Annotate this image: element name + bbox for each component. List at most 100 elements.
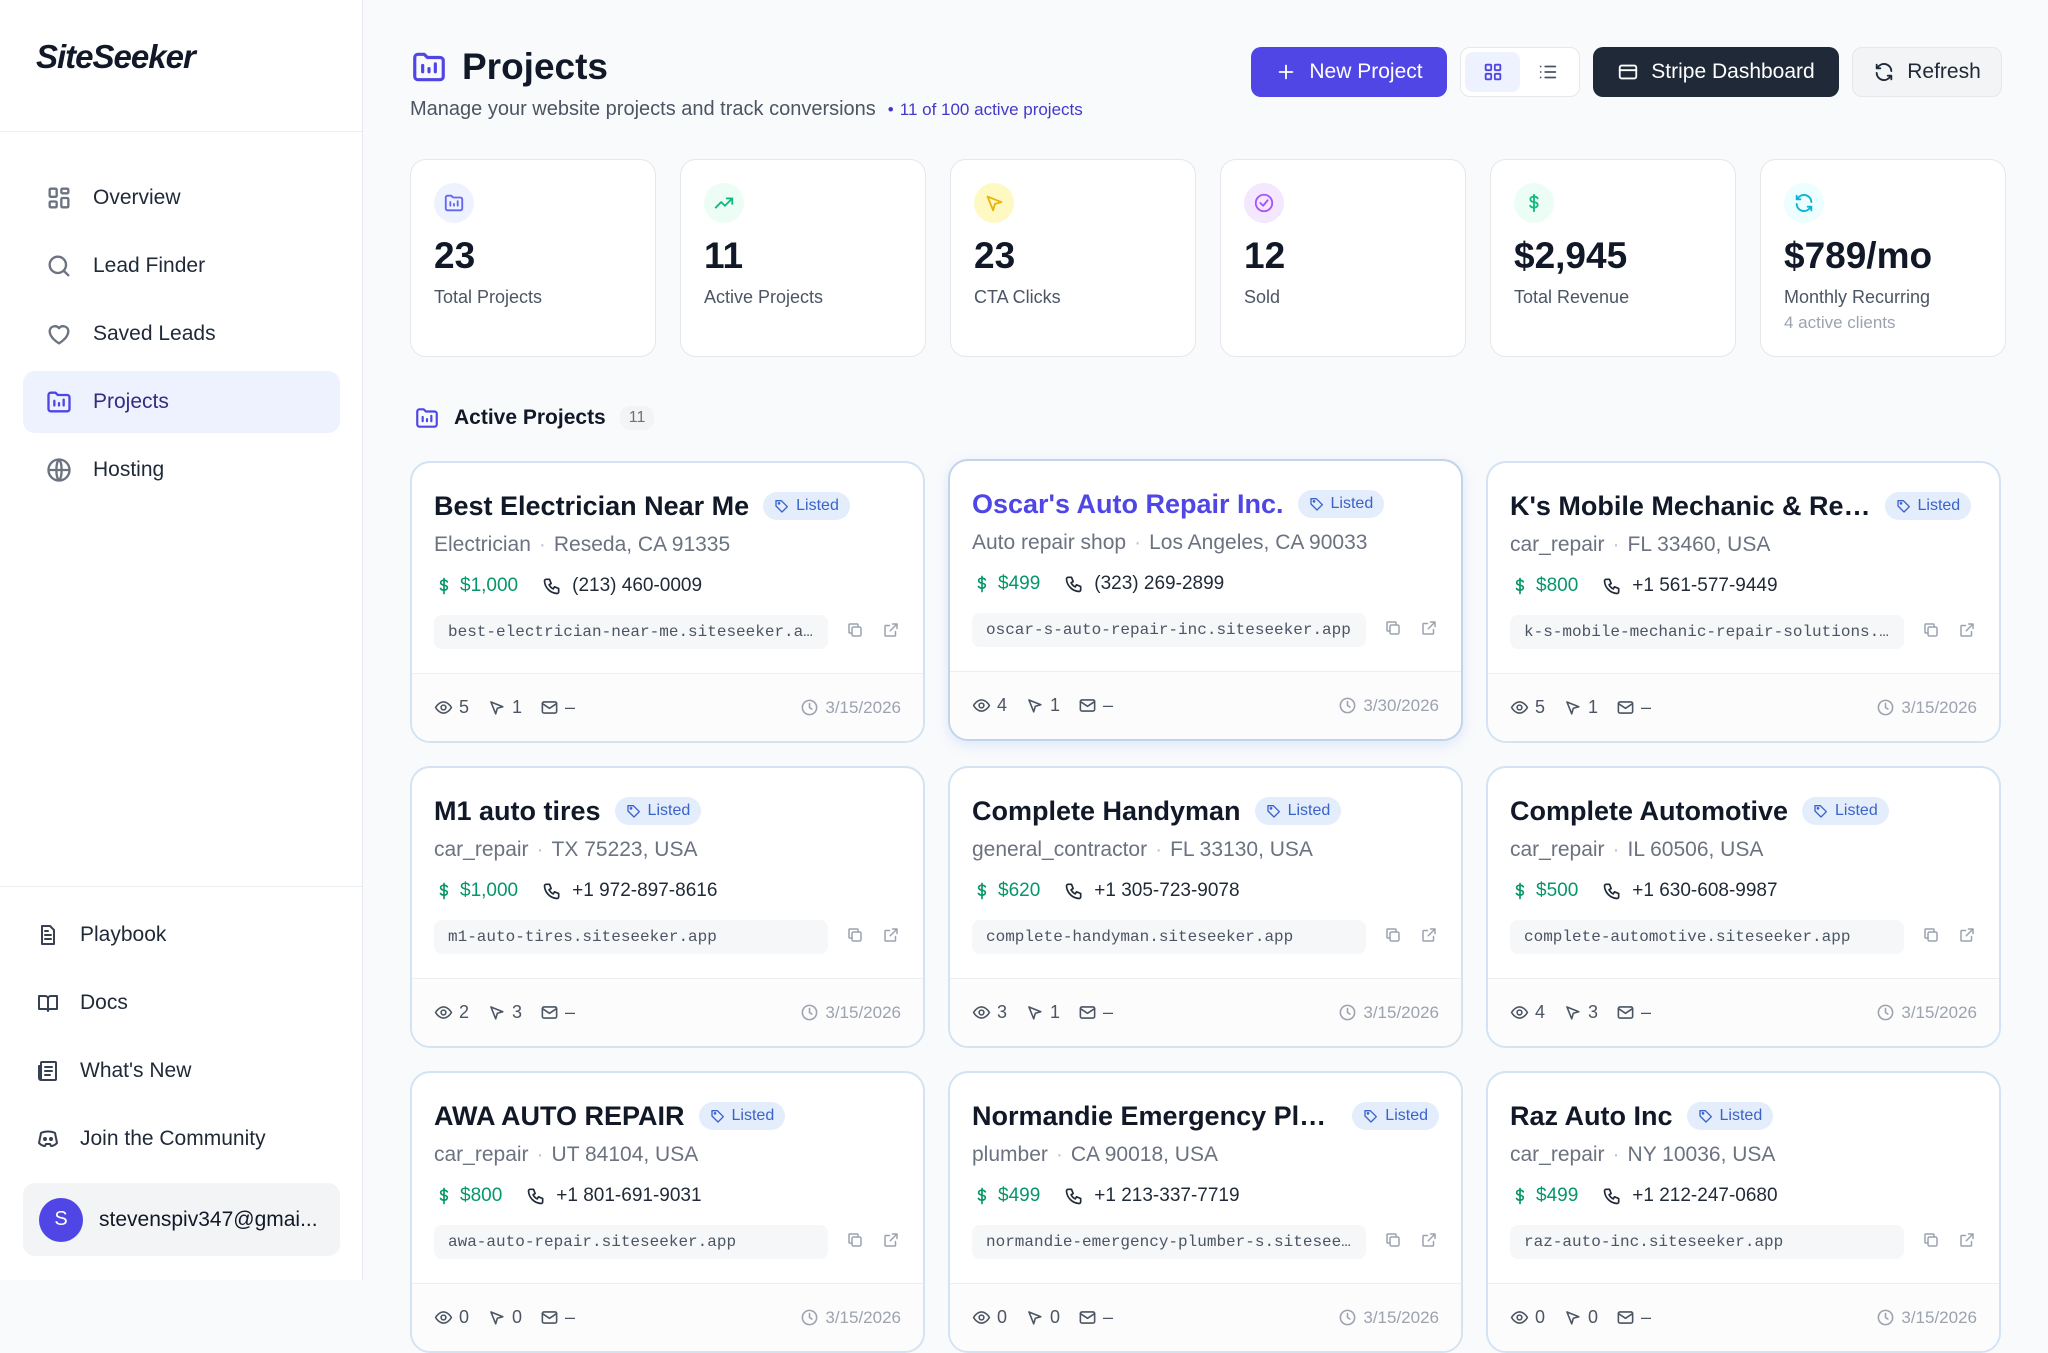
grid-view-button[interactable] — [1465, 52, 1520, 92]
stat-label: Total Revenue — [1514, 287, 1630, 307]
external-icon — [884, 622, 898, 637]
project-card[interactable]: Best Electrician Near Me Listed Electric… — [410, 461, 925, 743]
project-grid: Best Electrician Near Me Listed Electric… — [410, 459, 2001, 1353]
open-button[interactable] — [1958, 1231, 1976, 1254]
nav-item[interactable]: Projects — [23, 371, 340, 433]
open-button[interactable] — [1420, 619, 1438, 642]
project-card[interactable]: Complete Handyman Listed general_contrac… — [948, 766, 1463, 1048]
copy-button[interactable] — [846, 1231, 864, 1254]
copy-button[interactable] — [1384, 926, 1402, 949]
refresh-button[interactable]: Refresh — [1852, 47, 2002, 97]
clicks: 0 — [1025, 1307, 1060, 1328]
url-row: awa-auto-repair.siteseeker.app — [434, 1225, 900, 1259]
project-card[interactable]: K's Mobile Mechanic & Re… Listed car_rep… — [1486, 461, 2001, 743]
open-button[interactable] — [1420, 926, 1438, 949]
list-view-button[interactable] — [1520, 52, 1575, 92]
clicks-count: 1 — [1050, 695, 1061, 715]
copy-icon — [1924, 927, 1938, 942]
status-badge: Listed — [763, 492, 850, 520]
url-row: m1-auto-tires.siteseeker.app — [434, 920, 900, 954]
title-text: Projects — [462, 46, 609, 87]
refresh-icon — [1875, 63, 1893, 81]
clicks: 0 — [487, 1307, 522, 1328]
mail-icon — [1079, 1006, 1096, 1019]
date-text: 3/15/2026 — [825, 1307, 901, 1327]
copy-button[interactable] — [1922, 1231, 1940, 1254]
status-text: Listed — [1287, 802, 1331, 819]
footer-label: Playbook — [80, 923, 167, 946]
separator — [1056, 1143, 1063, 1166]
open-button[interactable] — [882, 1231, 900, 1254]
stat-value: 12 — [1244, 235, 1286, 276]
project-card[interactable]: Normandie Emergency Plu… Listed plumber C… — [948, 1071, 1463, 1353]
copy-button[interactable] — [846, 621, 864, 644]
phone: +1 630-608-9987 — [1632, 880, 1778, 901]
open-button[interactable] — [1958, 621, 1976, 644]
phone-icon — [543, 883, 560, 900]
copy-button[interactable] — [1922, 926, 1940, 949]
clock-icon — [1877, 1309, 1894, 1326]
tag-icon — [1309, 498, 1323, 511]
open-button[interactable] — [882, 621, 900, 644]
footer-label: What's New — [80, 1059, 192, 1082]
copy-button[interactable] — [1384, 619, 1402, 642]
nav-icon — [48, 187, 70, 209]
copy-button[interactable] — [1922, 621, 1940, 644]
avatar: S — [39, 1197, 83, 1242]
nav-item[interactable]: Hosting — [23, 439, 340, 501]
project-name: AWA AUTO REPAIR — [434, 1100, 685, 1131]
date-text: 3/15/2026 — [1901, 1307, 1977, 1327]
clicks-count: 1 — [1588, 697, 1599, 717]
views: 4 — [1510, 1002, 1545, 1023]
date: 3/15/2026 — [1876, 698, 1977, 718]
category: general_contractor — [972, 838, 1148, 861]
url-row: raz-auto-inc.siteseeker.app — [1510, 1225, 1976, 1259]
new-project-button[interactable]: New Project — [1251, 47, 1447, 97]
external-icon — [1422, 927, 1436, 942]
copy-button[interactable] — [1384, 1231, 1402, 1254]
clicks: 3 — [1563, 1002, 1598, 1023]
status-badge: Listed — [1297, 490, 1385, 518]
open-button[interactable] — [1420, 1231, 1438, 1254]
price: $1,000 — [434, 575, 518, 597]
clicks-count: 1 — [512, 697, 523, 717]
project-card[interactable]: Complete Automotive Listed car_repair IL … — [1486, 766, 2001, 1048]
project-card[interactable]: M1 auto tires Listed car_repair TX 75223,… — [410, 766, 925, 1048]
external-icon — [1960, 927, 1974, 942]
nav-item[interactable]: Saved Leads — [23, 303, 340, 365]
footer-link[interactable]: Playbook — [36, 905, 266, 965]
brand[interactable]: SiteSeeker — [36, 38, 196, 75]
open-button[interactable] — [882, 926, 900, 949]
card-footer: 5 1 – 3/15/2026 — [1488, 673, 1999, 741]
clock-icon — [801, 1004, 818, 1021]
copy-button[interactable] — [846, 926, 864, 949]
project-meta: Auto repair shop Los Angeles, CA 90033 — [972, 531, 1367, 555]
nav-item[interactable]: Overview — [23, 167, 340, 229]
project-card[interactable]: Oscar's Auto Repair Inc. Listed Auto rep… — [948, 459, 1463, 741]
nav-item[interactable]: Lead Finder — [23, 235, 340, 297]
dollar-icon — [1515, 1187, 1525, 1205]
project-name: K's Mobile Mechanic & Re… — [1510, 490, 1871, 521]
project-card[interactable]: AWA AUTO REPAIR Listed car_repair UT 8410… — [410, 1071, 925, 1353]
open-button[interactable] — [1958, 926, 1976, 949]
project-card[interactable]: Raz Auto Inc Listed car_repair NY 10036, … — [1486, 1071, 2001, 1353]
project-name: Normandie Emergency Plu… — [972, 1100, 1339, 1131]
footer-link[interactable]: Join the Community — [36, 1109, 266, 1169]
tag-icon — [626, 805, 640, 818]
footer-link[interactable]: Docs — [36, 973, 266, 1033]
grid-icon — [1484, 63, 1501, 81]
emails-count: – — [1641, 1002, 1652, 1022]
project-meta: car_repair FL 33460, USA — [1510, 533, 1770, 557]
footer-link[interactable]: What's New — [36, 1041, 266, 1101]
user-menu[interactable]: S stevenspiv347@gmai... — [23, 1183, 340, 1256]
views: 0 — [1510, 1307, 1545, 1328]
date: 3/15/2026 — [1338, 1308, 1439, 1328]
status-badge: Listed — [1686, 1102, 1774, 1130]
location: UT 84104, USA — [551, 1143, 699, 1166]
phone-icon — [543, 578, 560, 595]
project-name: Best Electrician Near Me — [434, 490, 750, 521]
stripe-button[interactable]: Stripe Dashboard — [1593, 47, 1839, 97]
tag-icon — [1814, 805, 1828, 818]
nav-label: Saved Leads — [93, 322, 216, 345]
date-text: 3/15/2026 — [825, 697, 901, 717]
